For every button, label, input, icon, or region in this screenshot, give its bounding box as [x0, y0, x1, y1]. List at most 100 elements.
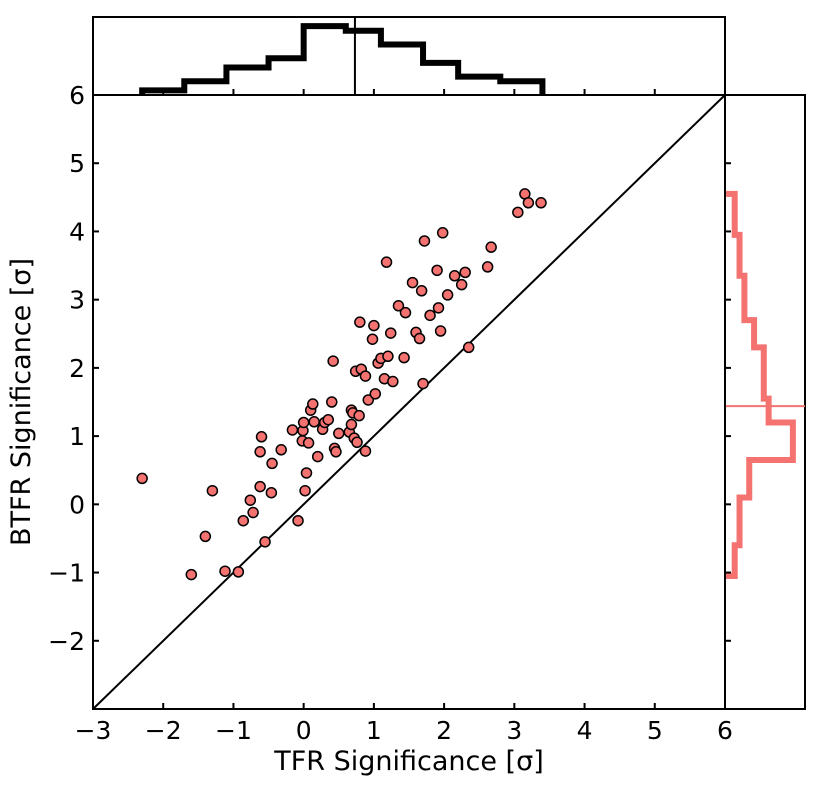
scatter-point — [327, 355, 339, 367]
x-tick-label: −1 — [215, 716, 252, 745]
right-histogram-panel — [724, 94, 806, 710]
scatter-point — [522, 197, 535, 209]
scatter-point — [359, 370, 372, 382]
scatter-point — [265, 486, 278, 499]
scatter-point — [199, 530, 212, 543]
scatter-point — [300, 467, 313, 479]
scatter-points — [136, 188, 547, 581]
scatter-point — [362, 394, 375, 406]
scatter-point — [302, 437, 315, 449]
scatter-point — [406, 276, 419, 289]
x-tick-label: 3 — [506, 716, 522, 745]
scatter-point — [254, 446, 266, 458]
scatter-point — [297, 416, 310, 429]
scatter-point — [387, 375, 399, 388]
scatter-point — [366, 333, 379, 345]
y-tick-label: 4 — [69, 217, 85, 246]
scatter-point — [266, 457, 278, 470]
scatter-point — [333, 427, 345, 440]
scatter-point — [308, 416, 320, 428]
x-tick-label: −3 — [75, 716, 112, 745]
scatter-point — [418, 235, 431, 247]
main-plot-frame — [92, 94, 726, 710]
scatter-point — [368, 319, 380, 332]
scatter-point — [359, 445, 372, 457]
y-tick-label: 1 — [69, 422, 85, 451]
scatter-point — [259, 536, 271, 548]
right-histogram-steps — [725, 190, 796, 579]
scatter-point — [136, 472, 148, 485]
x-tick-label: 0 — [296, 716, 312, 745]
scatter-point — [286, 424, 299, 436]
scatter-point — [431, 264, 443, 277]
scatter-point — [307, 398, 319, 410]
scatter-point — [247, 506, 259, 519]
scatter-point — [462, 341, 475, 354]
scatter-point — [255, 431, 268, 443]
y-tick-label: 0 — [69, 490, 85, 519]
scatter-point — [345, 418, 358, 431]
scatter-point — [441, 289, 454, 301]
top-histogram-panel — [92, 16, 726, 96]
scatter-point — [206, 484, 219, 497]
scatter-point — [448, 270, 461, 282]
scatter-point — [254, 480, 266, 493]
scatter-point — [311, 450, 324, 463]
scatter-point — [485, 241, 497, 253]
y-tick-label: 5 — [69, 149, 85, 178]
scatter-point — [326, 396, 338, 408]
scatter-point — [369, 388, 382, 400]
scatter-point — [322, 413, 334, 426]
scatter-point — [232, 566, 245, 578]
scatter-point — [413, 332, 426, 345]
scatter-point — [455, 278, 468, 291]
x-tick-label: 5 — [647, 716, 663, 745]
x-tick-label: 1 — [366, 716, 382, 745]
scatter-point — [351, 436, 363, 449]
y-axis-label: BTFR Significance [σ] — [6, 258, 37, 546]
y-axis-ticks: −2 −1 0 1 2 3 4 5 6 — [48, 81, 99, 656]
scatter-point — [244, 494, 257, 506]
scatter-point — [382, 350, 394, 363]
y-tick-label: −1 — [48, 559, 85, 588]
y-tick-label: 3 — [69, 286, 85, 315]
scatter-point — [354, 316, 366, 328]
scatter-point — [380, 256, 393, 268]
x-tick-label: 2 — [436, 716, 452, 745]
top-histogram-steps — [139, 23, 546, 95]
one-to-one-line — [92, 94, 726, 710]
scatter-point — [292, 514, 304, 527]
scatter-point — [512, 206, 524, 219]
scatter-point — [384, 327, 397, 339]
scatter-point — [459, 266, 471, 279]
scatter-point — [434, 325, 447, 337]
scatter-point — [415, 285, 428, 297]
scatter-point — [275, 444, 287, 456]
x-tick-label: 4 — [577, 716, 593, 745]
x-tick-label: −2 — [145, 716, 182, 745]
scatter-point — [237, 514, 250, 527]
scatter-point — [481, 261, 494, 273]
main-scatter-panel: −3 −2 −1 0 1 2 3 4 5 6 −2 −1 0 1 2 3 4 5 6 TFR Significan… — [6, 81, 733, 777]
x-axis-label: TFR Significance [σ] — [273, 746, 544, 777]
right-histogram-frame — [724, 94, 806, 710]
y-tick-label: 6 — [69, 81, 85, 110]
scatter-point — [392, 300, 405, 312]
scatter-point — [185, 568, 198, 581]
x-tick-label: 6 — [717, 716, 733, 745]
y-tick-label: 2 — [69, 354, 85, 383]
scatter-point — [399, 306, 412, 319]
scatter-point — [330, 446, 342, 458]
scatter-point — [535, 197, 547, 209]
scatter-point — [398, 351, 410, 364]
scatter-point — [432, 302, 445, 314]
y-tick-label: −2 — [48, 627, 85, 656]
scatter-point — [353, 409, 365, 422]
scatter-point — [424, 309, 436, 322]
scatter-point — [299, 484, 311, 497]
scatter-point — [219, 565, 231, 577]
scatter-point — [417, 377, 429, 390]
scatter-point — [436, 227, 449, 239]
x-axis-ticks: −3 −2 −1 0 1 2 3 4 5 6 — [75, 703, 733, 745]
